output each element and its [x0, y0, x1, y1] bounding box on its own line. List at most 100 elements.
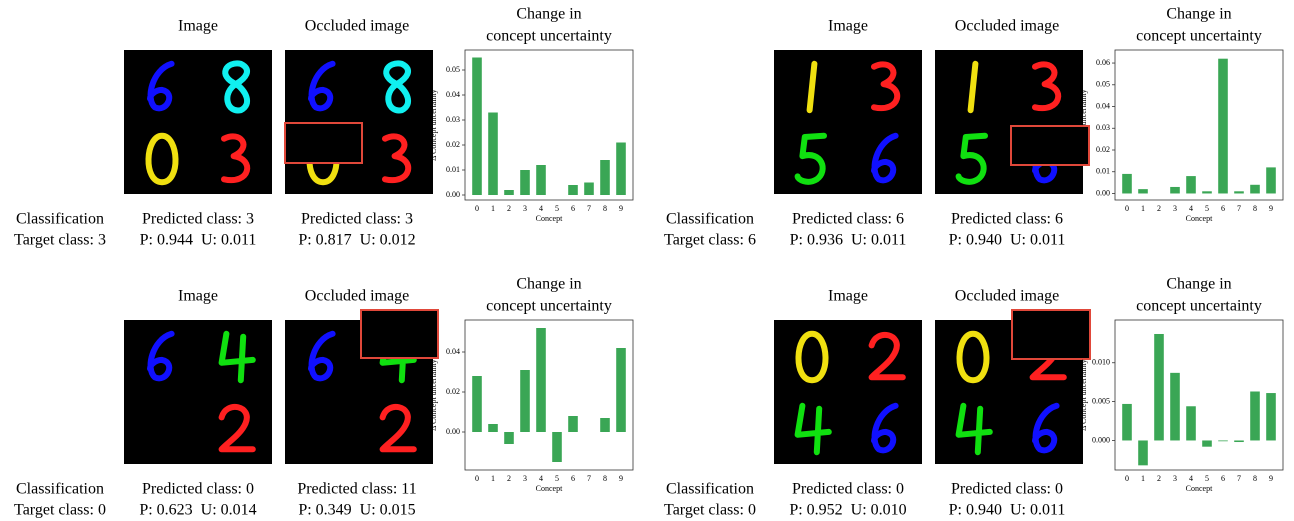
x-tick-label: 9 [619, 204, 623, 213]
x-tick-label: 4 [539, 204, 543, 213]
image-title: Image [178, 288, 218, 305]
y-tick-label: 0.04 [446, 90, 460, 99]
x-tick-label: 6 [571, 204, 575, 213]
x-tick-label: 0 [1125, 474, 1129, 483]
plot-frame [1115, 50, 1283, 200]
bar [1202, 440, 1212, 446]
x-tick-label: 5 [1205, 204, 1209, 213]
occlusion-box [1012, 310, 1090, 359]
y-axis-label: Δ Concept uncertainty [429, 89, 438, 160]
row-label: Target class: 3 [14, 232, 106, 249]
bar [1202, 191, 1212, 193]
y-tick-label: 0.00 [446, 427, 460, 436]
x-tick-label: 3 [523, 474, 527, 483]
x-axis-label: Concept [1186, 484, 1213, 493]
row-label: Classification [666, 481, 754, 498]
x-tick-label: 6 [571, 474, 575, 483]
figure: Image Occluded image Classification Predict… [0, 0, 1294, 521]
row-label: Classification [16, 211, 104, 228]
x-tick-label: 7 [587, 474, 591, 483]
y-tick-label: 0.03 [446, 115, 460, 124]
occluded-result: Predicted class: 3 [301, 211, 413, 228]
digit-image [774, 50, 922, 194]
y-tick-label: 0.05 [1096, 80, 1110, 89]
original-result: Predicted class: 0 [792, 481, 904, 498]
occluded-result: Predicted class: 6 [951, 211, 1063, 228]
bar [1138, 189, 1148, 193]
bar [584, 183, 594, 196]
chart-title: Change in [1166, 6, 1231, 23]
x-tick-label: 0 [1125, 204, 1129, 213]
bar [1218, 59, 1228, 194]
bar [568, 185, 578, 195]
bar [1186, 406, 1196, 440]
chart-title: concept uncertainty [1136, 298, 1262, 315]
bar [1250, 392, 1260, 441]
x-tick-label: 1 [1141, 474, 1145, 483]
x-tick-label: 6 [1221, 204, 1225, 213]
bar [616, 143, 626, 196]
original-result: P: 0.936 U: 0.011 [790, 232, 907, 249]
bar [536, 328, 546, 432]
bar [1186, 176, 1196, 193]
x-tick-label: 8 [603, 474, 607, 483]
original-result: Predicted class: 3 [142, 211, 254, 228]
y-tick-label: 0.02 [446, 387, 460, 396]
bar [600, 160, 610, 195]
occluded-result: P: 0.817 U: 0.012 [298, 232, 415, 249]
bar [1250, 185, 1260, 194]
digit-image [124, 320, 272, 464]
x-tick-label: 2 [1157, 474, 1161, 483]
chart-title: Change in [516, 6, 581, 23]
y-tick-label: 0.005 [1092, 396, 1110, 405]
original-result: P: 0.952 U: 0.010 [789, 502, 906, 519]
x-tick-label: 9 [1269, 204, 1273, 213]
y-tick-label: 0.010 [1092, 358, 1110, 367]
original-result: P: 0.623 U: 0.014 [139, 502, 256, 519]
row-label: Classification [16, 481, 104, 498]
x-tick-label: 8 [1253, 474, 1257, 483]
x-tick-label: 7 [1237, 474, 1241, 483]
image-title: Image [828, 18, 868, 35]
y-tick-label: 0.04 [1096, 101, 1110, 110]
bar [1266, 167, 1276, 193]
bar [568, 416, 578, 432]
x-tick-label: 1 [1141, 204, 1145, 213]
y-tick-label: 0.02 [446, 140, 460, 149]
y-tick-label: 0.00 [446, 190, 460, 199]
digit-image [935, 50, 1083, 194]
row-label: Target class: 0 [664, 502, 756, 519]
x-tick-label: 6 [1221, 474, 1225, 483]
x-axis-label: Concept [536, 484, 563, 493]
chart-title: concept uncertainty [1136, 28, 1262, 45]
y-tick-label: 0.02 [1096, 145, 1110, 154]
x-tick-label: 7 [1237, 204, 1241, 213]
original-result: Predicted class: 6 [792, 211, 904, 228]
y-axis-label: Δ Concept uncertainty [1079, 359, 1088, 430]
occluded-result: P: 0.940 U: 0.011 [949, 502, 1066, 519]
x-tick-label: 9 [1269, 474, 1273, 483]
x-tick-label: 5 [555, 204, 559, 213]
occluded-title: Occluded image [305, 288, 409, 305]
chart-title: Change in [1166, 276, 1231, 293]
x-tick-label: 2 [507, 204, 511, 213]
y-tick-label: 0.000 [1092, 435, 1110, 444]
bar [504, 432, 514, 444]
bar [520, 170, 530, 195]
occlusion-box [1011, 126, 1089, 165]
bar [1122, 404, 1132, 441]
y-tick-label: 0.01 [446, 165, 460, 174]
x-tick-label: 3 [1173, 474, 1177, 483]
y-tick-label: 0.00 [1096, 188, 1110, 197]
original-result: P: 0.944 U: 0.011 [140, 232, 257, 249]
x-tick-label: 3 [523, 204, 527, 213]
occluded-title: Occluded image [955, 18, 1059, 35]
x-tick-label: 4 [1189, 204, 1193, 213]
y-tick-label: 0.06 [1096, 58, 1110, 67]
occluded-result: Predicted class: 0 [951, 481, 1063, 498]
y-axis-label: Δ Concept uncertainty [1079, 89, 1088, 160]
bar [472, 376, 482, 432]
chart-title: concept uncertainty [486, 28, 612, 45]
bar [1170, 187, 1180, 194]
bar [1266, 393, 1276, 440]
